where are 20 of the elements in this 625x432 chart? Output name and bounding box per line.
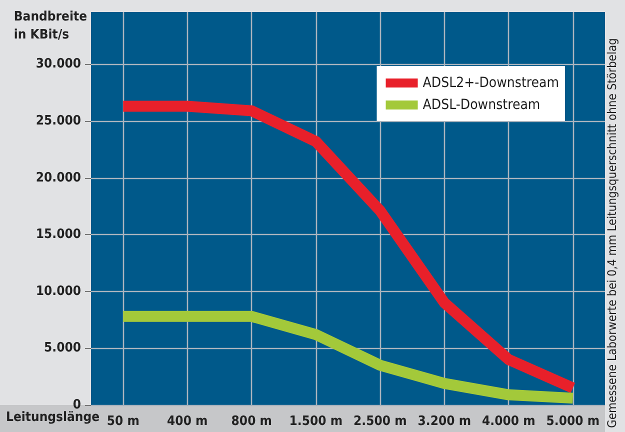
- legend-label: ADSL-Downstream: [422, 97, 540, 113]
- y-tick-label: 25.000: [36, 114, 81, 129]
- annotation: Gemessene Laborwerte bei 0,4 mm Leitungsquerschnitt ohne Störbelag: [605, 38, 619, 428]
- x-tick-label: 4.000 m: [482, 414, 536, 429]
- x-axis-title: Leitungslänge: [6, 410, 100, 425]
- y-tick-label: 0: [72, 398, 81, 412]
- y-tick-label: 15.000: [36, 227, 81, 242]
- y-tick-label: 5.000: [44, 340, 81, 356]
- y-axis-title: Bandbreite in KBit/s: [14, 10, 88, 42]
- y-tick-label: 10.000: [36, 284, 81, 299]
- legend-label: ADSL2+-Downstream: [422, 75, 559, 91]
- x-tick-label: 3.200 m: [418, 414, 472, 429]
- x-tick-label: 1.500 m: [289, 414, 343, 429]
- x-tick-label: 50 m: [106, 414, 140, 429]
- x-tick-label: 800 m: [231, 414, 272, 429]
- x-tick-label: 5.000 m: [546, 414, 600, 429]
- x-tick-label: 400 m: [167, 414, 208, 429]
- x-tick-label: 2.500 m: [353, 414, 407, 429]
- y-tick-label: 20.000: [36, 170, 81, 186]
- y-tick-label: 30.000: [36, 56, 81, 72]
